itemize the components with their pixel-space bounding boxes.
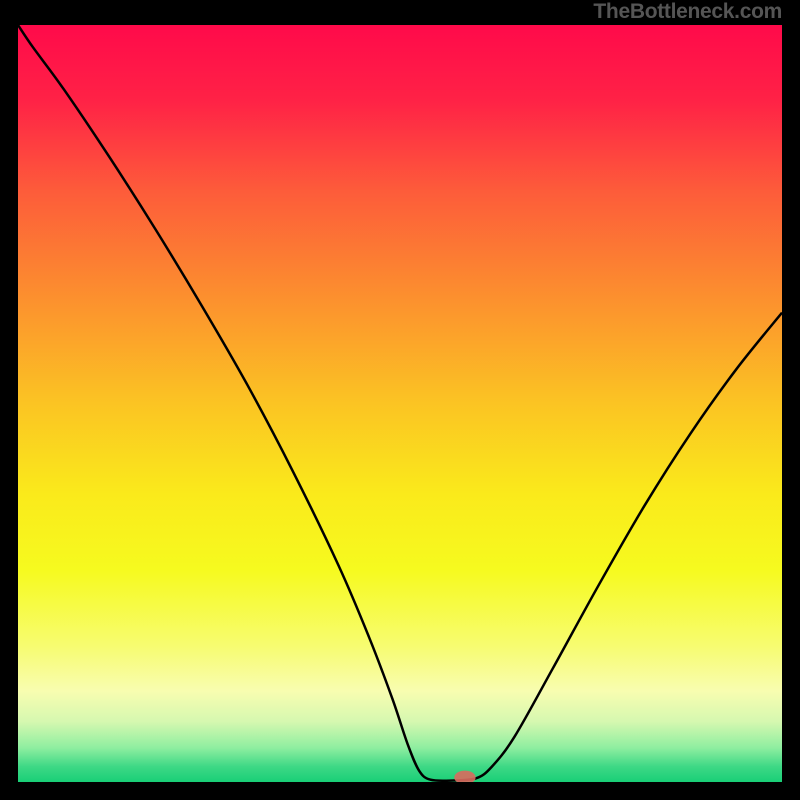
watermark-text: TheBottleneck.com [593, 0, 782, 24]
optimum-marker [454, 771, 475, 782]
plot-area [18, 25, 782, 782]
chart-container: { "watermark": { "text": "TheBottleneck.… [0, 0, 800, 800]
bottleneck-curve-svg [18, 25, 782, 782]
bottleneck-curve-path [18, 25, 782, 781]
